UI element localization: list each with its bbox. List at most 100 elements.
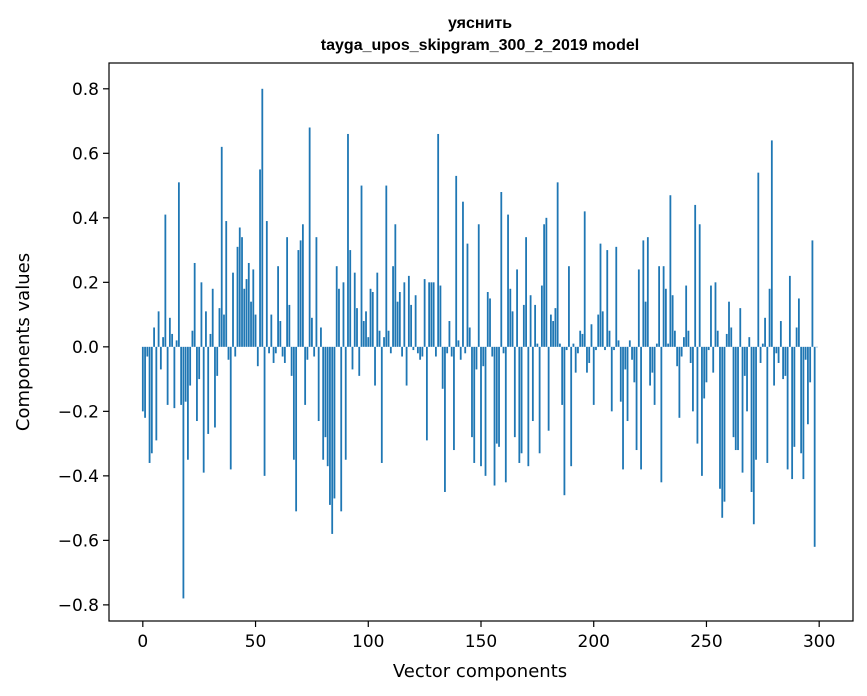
bar (759, 346, 762, 363)
bar (696, 346, 699, 444)
bar (574, 346, 577, 373)
bar (299, 240, 302, 347)
bar (640, 346, 642, 470)
bar (480, 346, 482, 467)
bar (592, 346, 595, 405)
bar (225, 221, 228, 347)
bar (369, 288, 372, 347)
bar (412, 346, 415, 351)
y-tick-label: −0.2 (58, 402, 99, 422)
bar (529, 295, 532, 347)
bar (141, 346, 144, 412)
bar (631, 346, 633, 360)
bar (554, 308, 557, 347)
bar (223, 314, 225, 347)
bar (795, 327, 798, 347)
plot-frame (108, 62, 854, 622)
bar (673, 330, 676, 347)
bar (653, 346, 656, 405)
bar (518, 346, 521, 463)
bar (782, 346, 785, 380)
bar (389, 346, 392, 354)
bar (565, 346, 568, 351)
bar (189, 346, 192, 386)
bar (198, 346, 201, 380)
bar (484, 346, 487, 476)
bar (737, 346, 739, 451)
bar (572, 343, 575, 347)
bar (448, 321, 451, 347)
bar (502, 346, 505, 354)
bar (493, 346, 496, 486)
bar (811, 240, 814, 347)
bar (604, 346, 606, 351)
bar (277, 266, 279, 347)
bar (730, 327, 733, 347)
bar (761, 343, 764, 347)
bar (716, 330, 719, 347)
x-axis-ticks: 0 50 100 150 200 250 300 (137, 621, 835, 652)
bar (581, 333, 584, 347)
bar (667, 343, 670, 347)
bar (692, 346, 694, 412)
bar (486, 292, 489, 347)
bar (205, 311, 207, 347)
bar (146, 346, 149, 357)
bar (619, 346, 622, 402)
bar (579, 330, 582, 347)
bar (157, 311, 160, 347)
bar (802, 346, 805, 480)
bar (635, 346, 638, 451)
bar (712, 346, 715, 373)
bar (687, 330, 690, 347)
bar (471, 346, 473, 438)
bar (568, 266, 570, 347)
bar (227, 346, 230, 360)
bar (464, 346, 467, 354)
bar (768, 288, 771, 347)
bar (561, 346, 564, 405)
bar (649, 346, 651, 386)
bar (655, 343, 658, 347)
bar (613, 346, 615, 351)
bar (329, 346, 331, 505)
bar (234, 346, 237, 357)
y-tick-label: −0.4 (58, 467, 99, 487)
bar (333, 346, 336, 499)
bar (272, 346, 275, 363)
y-axis-ticks: −0.8 −0.6 −0.4 −0.2 0.0 0.2 0.4 0.6 0.8 (58, 80, 109, 616)
bar (166, 346, 169, 405)
bar (292, 346, 295, 460)
bar (725, 333, 728, 347)
bar (338, 288, 340, 347)
bar (500, 192, 503, 347)
x-tick-label: 0 (137, 632, 148, 652)
bar (150, 346, 153, 454)
y-tick-label: 0.0 (72, 338, 99, 358)
bar (633, 346, 636, 383)
bar (597, 314, 600, 347)
bar (491, 346, 494, 357)
bar (651, 346, 654, 373)
bar (383, 337, 385, 347)
bar (401, 346, 403, 357)
bar (220, 146, 223, 347)
bar (148, 346, 151, 463)
bar (525, 237, 527, 347)
bar (642, 240, 645, 347)
bar (340, 346, 343, 512)
bar (766, 346, 769, 463)
bar (509, 288, 512, 347)
bar (549, 314, 552, 347)
bar (536, 343, 539, 347)
bar (779, 321, 782, 347)
y-axis-label: Components values (13, 253, 34, 431)
bar (347, 133, 349, 347)
bar (378, 330, 381, 347)
x-tick-label: 150 (465, 632, 497, 652)
bar (583, 211, 586, 347)
bar (182, 346, 185, 599)
bar (425, 346, 428, 441)
bar (813, 346, 816, 547)
chart-title: уяснить (448, 15, 512, 32)
